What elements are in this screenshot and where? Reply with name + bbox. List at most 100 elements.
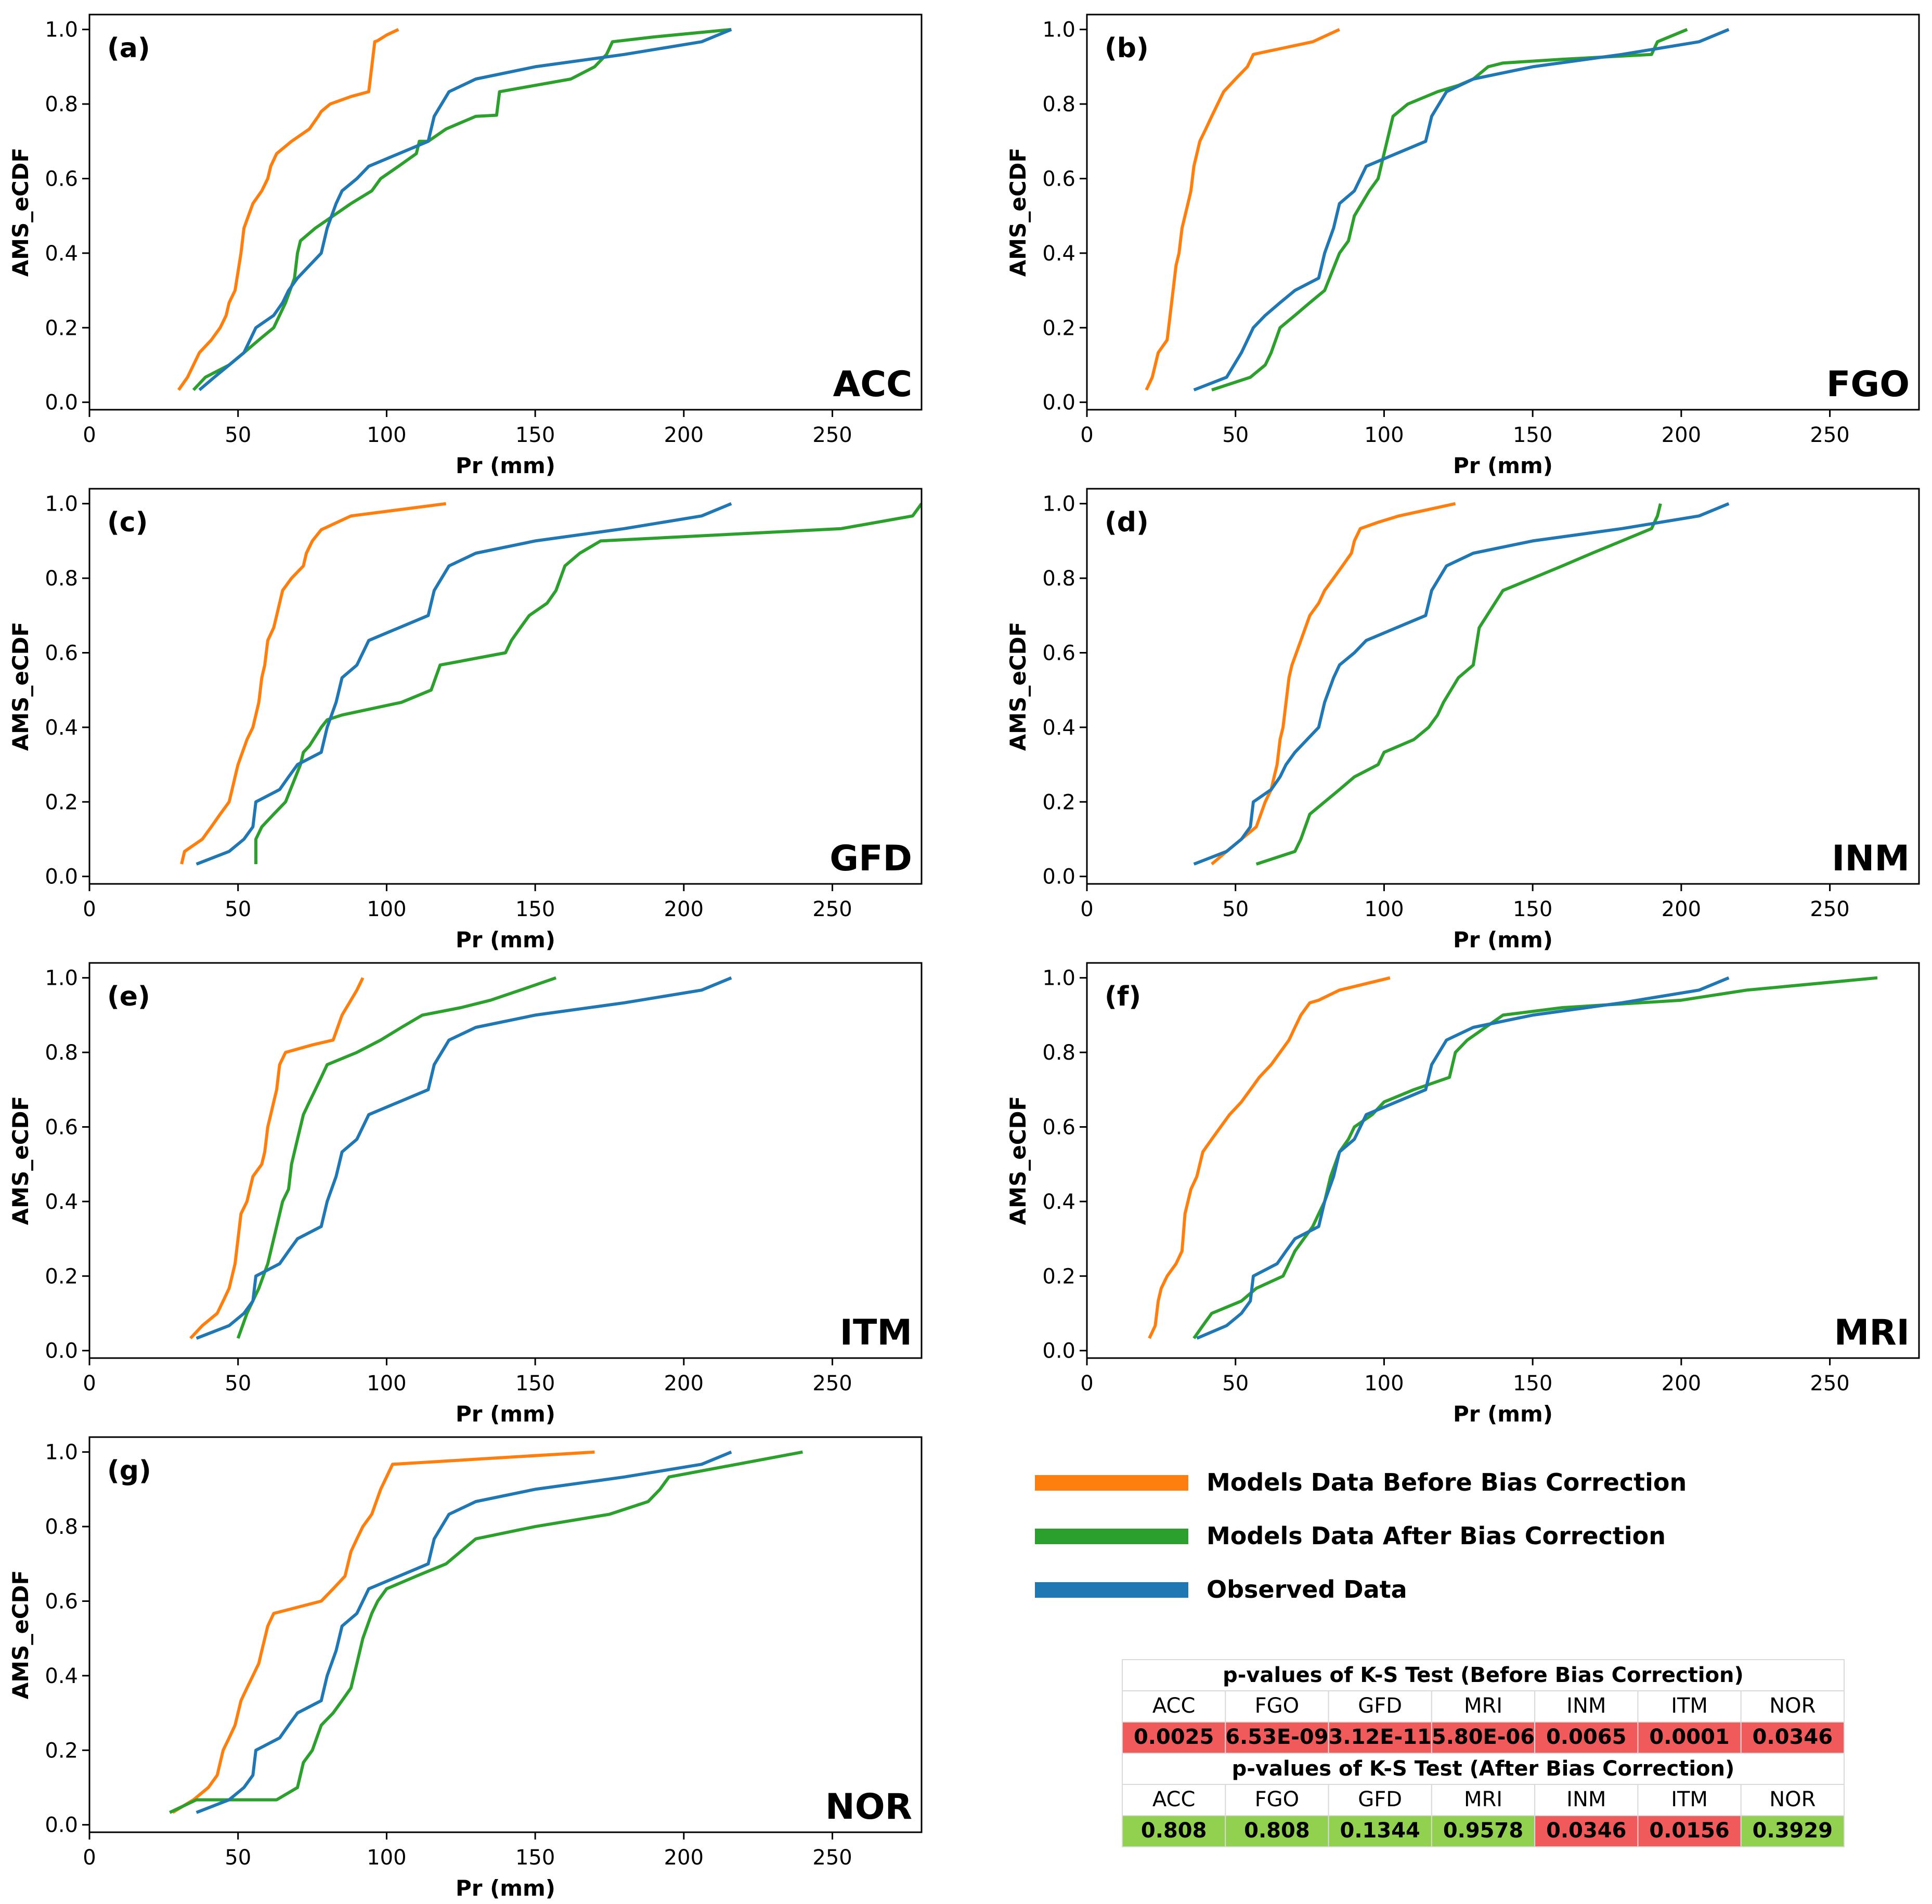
x-tick-label: 0 xyxy=(83,897,96,921)
y-tick-label: 0.6 xyxy=(45,167,78,191)
y-axis-label: AMS_eCDF xyxy=(1005,1096,1031,1225)
x-tick-label: 0 xyxy=(1080,1372,1093,1396)
ks-before-header-text: ACC xyxy=(1152,1694,1196,1718)
y-tick-label: 0.0 xyxy=(45,1814,78,1837)
panel-label: (d) xyxy=(1105,507,1149,538)
legend-label-after: Models Data After Bias Correction xyxy=(1207,1522,1666,1550)
legend-label-before: Models Data Before Bias Correction xyxy=(1207,1468,1687,1496)
ks-before-header-text: NOR xyxy=(1769,1694,1816,1718)
ks-test-table: p-values of K-S Test (Before Bias Correc… xyxy=(1122,1659,1845,1847)
ks-after-value-cell xyxy=(1328,1815,1432,1847)
x-axis-label: Pr (mm) xyxy=(456,1875,555,1901)
y-tick-label: 1.0 xyxy=(45,18,78,42)
ks-after-value-text: 0.0346 xyxy=(1546,1819,1626,1843)
y-tick-label: 0.2 xyxy=(45,1739,78,1763)
ks-after-value-text: 0.3929 xyxy=(1753,1819,1833,1843)
ks-before-value-text: 0.0001 xyxy=(1649,1725,1729,1749)
x-tick-label: 200 xyxy=(1662,1372,1701,1396)
plot-frame xyxy=(88,1436,923,1833)
plot-frame xyxy=(88,488,923,885)
plot-frame xyxy=(88,962,923,1359)
panel-model-name: MRI xyxy=(1834,1312,1910,1353)
y-tick-label: 0.4 xyxy=(45,1190,78,1214)
ks-before-value-cell xyxy=(1534,1722,1639,1754)
series-line-after xyxy=(236,976,557,1339)
ks-before-header-cell xyxy=(1740,1690,1845,1723)
series-line-before xyxy=(172,1450,595,1814)
ks-before-header-text: MRI xyxy=(1464,1694,1502,1718)
y-tick-label: 0.6 xyxy=(45,641,78,665)
panel-label: (f) xyxy=(1105,981,1141,1012)
ks-after-value-text: 0.9578 xyxy=(1443,1819,1523,1843)
ks-before-value-cell xyxy=(1122,1722,1226,1754)
y-tick-label: 0.0 xyxy=(45,865,78,889)
x-tick-label: 50 xyxy=(1222,1372,1249,1396)
x-tick-label: 150 xyxy=(1513,897,1552,921)
chart-panel-acc: 0 50 100 150 200 250 0.0 0.2 0.4 0.6 0.8 1.0 Pr (mm)… xyxy=(8,14,923,478)
y-tick-label: 0.4 xyxy=(45,716,78,740)
panel-label: (e) xyxy=(107,981,150,1012)
series-line-before xyxy=(180,502,447,865)
x-tick-label: 100 xyxy=(1364,897,1404,921)
x-tick-label: 50 xyxy=(1222,897,1249,921)
ks-before-value-cell xyxy=(1431,1722,1536,1754)
x-axis-label: Pr (mm) xyxy=(456,1401,555,1427)
y-axis-label: AMS_eCDF xyxy=(1005,148,1031,277)
series-line-after xyxy=(169,1450,803,1814)
legend: Models Data Before Bias Correction Model… xyxy=(1035,1468,1687,1603)
panel-label: (a) xyxy=(107,33,150,64)
ks-before-value-cell xyxy=(1225,1722,1329,1754)
y-axis-label: AMS_eCDF xyxy=(8,622,33,751)
x-tick-label: 100 xyxy=(367,1372,406,1396)
y-tick-label: 0.2 xyxy=(45,790,78,814)
y-tick-label: 1.0 xyxy=(1042,492,1075,516)
ks-after-header-cell xyxy=(1431,1784,1536,1816)
ks-after-header-cell xyxy=(1740,1784,1845,1816)
series-line-before xyxy=(1145,28,1340,391)
x-axis-label: Pr (mm) xyxy=(456,453,555,478)
chart-panel-inm: 0 50 100 150 200 250 0.0 0.2 0.4 0.6 0.8 1.0 Pr (mm)… xyxy=(1005,488,1920,953)
ks-after-header-cell xyxy=(1225,1784,1329,1816)
ks-after-value-cell xyxy=(1740,1815,1845,1847)
ks-table-before-title: p-values of K-S Test (Before Bias Correc… xyxy=(1223,1663,1744,1687)
x-tick-label: 250 xyxy=(1810,897,1849,921)
ks-before-header-text: INM xyxy=(1566,1694,1606,1718)
y-tick-label: 0.4 xyxy=(45,1664,78,1688)
x-tick-label: 0 xyxy=(83,1372,96,1396)
x-tick-label: 0 xyxy=(1080,897,1093,921)
ks-before-value-cell xyxy=(1328,1722,1432,1754)
y-tick-label: 0.4 xyxy=(1042,1190,1075,1214)
ks-before-value-cell xyxy=(1637,1722,1742,1754)
y-tick-label: 1.0 xyxy=(45,492,78,516)
panel-model-name: FGO xyxy=(1826,364,1910,405)
x-tick-label: 50 xyxy=(225,897,251,921)
x-tick-label: 50 xyxy=(225,1372,251,1396)
series-line-after xyxy=(254,502,922,864)
ks-after-value-cell xyxy=(1534,1815,1639,1847)
x-tick-label: 100 xyxy=(1364,1372,1404,1396)
x-tick-label: 100 xyxy=(367,897,406,921)
y-tick-label: 0.6 xyxy=(1042,641,1075,665)
series-line-observed xyxy=(1193,28,1730,392)
panel-model-name: ITM xyxy=(840,1312,912,1353)
y-tick-label: 0.2 xyxy=(1042,1264,1075,1288)
x-tick-label: 250 xyxy=(812,1372,852,1396)
ks-before-value-text: 0.0065 xyxy=(1546,1725,1626,1749)
y-axis-label: AMS_eCDF xyxy=(8,148,33,277)
x-tick-label: 100 xyxy=(367,1846,406,1870)
x-tick-label: 250 xyxy=(812,423,852,447)
ks-before-header-cell xyxy=(1122,1690,1226,1723)
ks-after-header-text: MRI xyxy=(1464,1788,1502,1811)
y-tick-label: 0.0 xyxy=(1042,865,1075,889)
ks-after-value-text: 0.0156 xyxy=(1649,1819,1729,1843)
series-line-observed xyxy=(1196,976,1730,1340)
ks-after-header-text: ITM xyxy=(1671,1788,1708,1811)
series-line-observed xyxy=(198,28,732,392)
y-axis-label: AMS_eCDF xyxy=(8,1570,33,1699)
ks-table-cells: ACC FGO GFD MRI INM ITM NOR 0.0025 6.53E-09 3.12E… xyxy=(1122,1690,1845,1847)
x-tick-label: 200 xyxy=(1662,423,1701,447)
x-tick-label: 150 xyxy=(515,897,555,921)
x-tick-label: 150 xyxy=(515,1372,555,1396)
panel-model-name: GFD xyxy=(829,838,912,879)
y-tick-label: 0.0 xyxy=(45,1339,78,1363)
